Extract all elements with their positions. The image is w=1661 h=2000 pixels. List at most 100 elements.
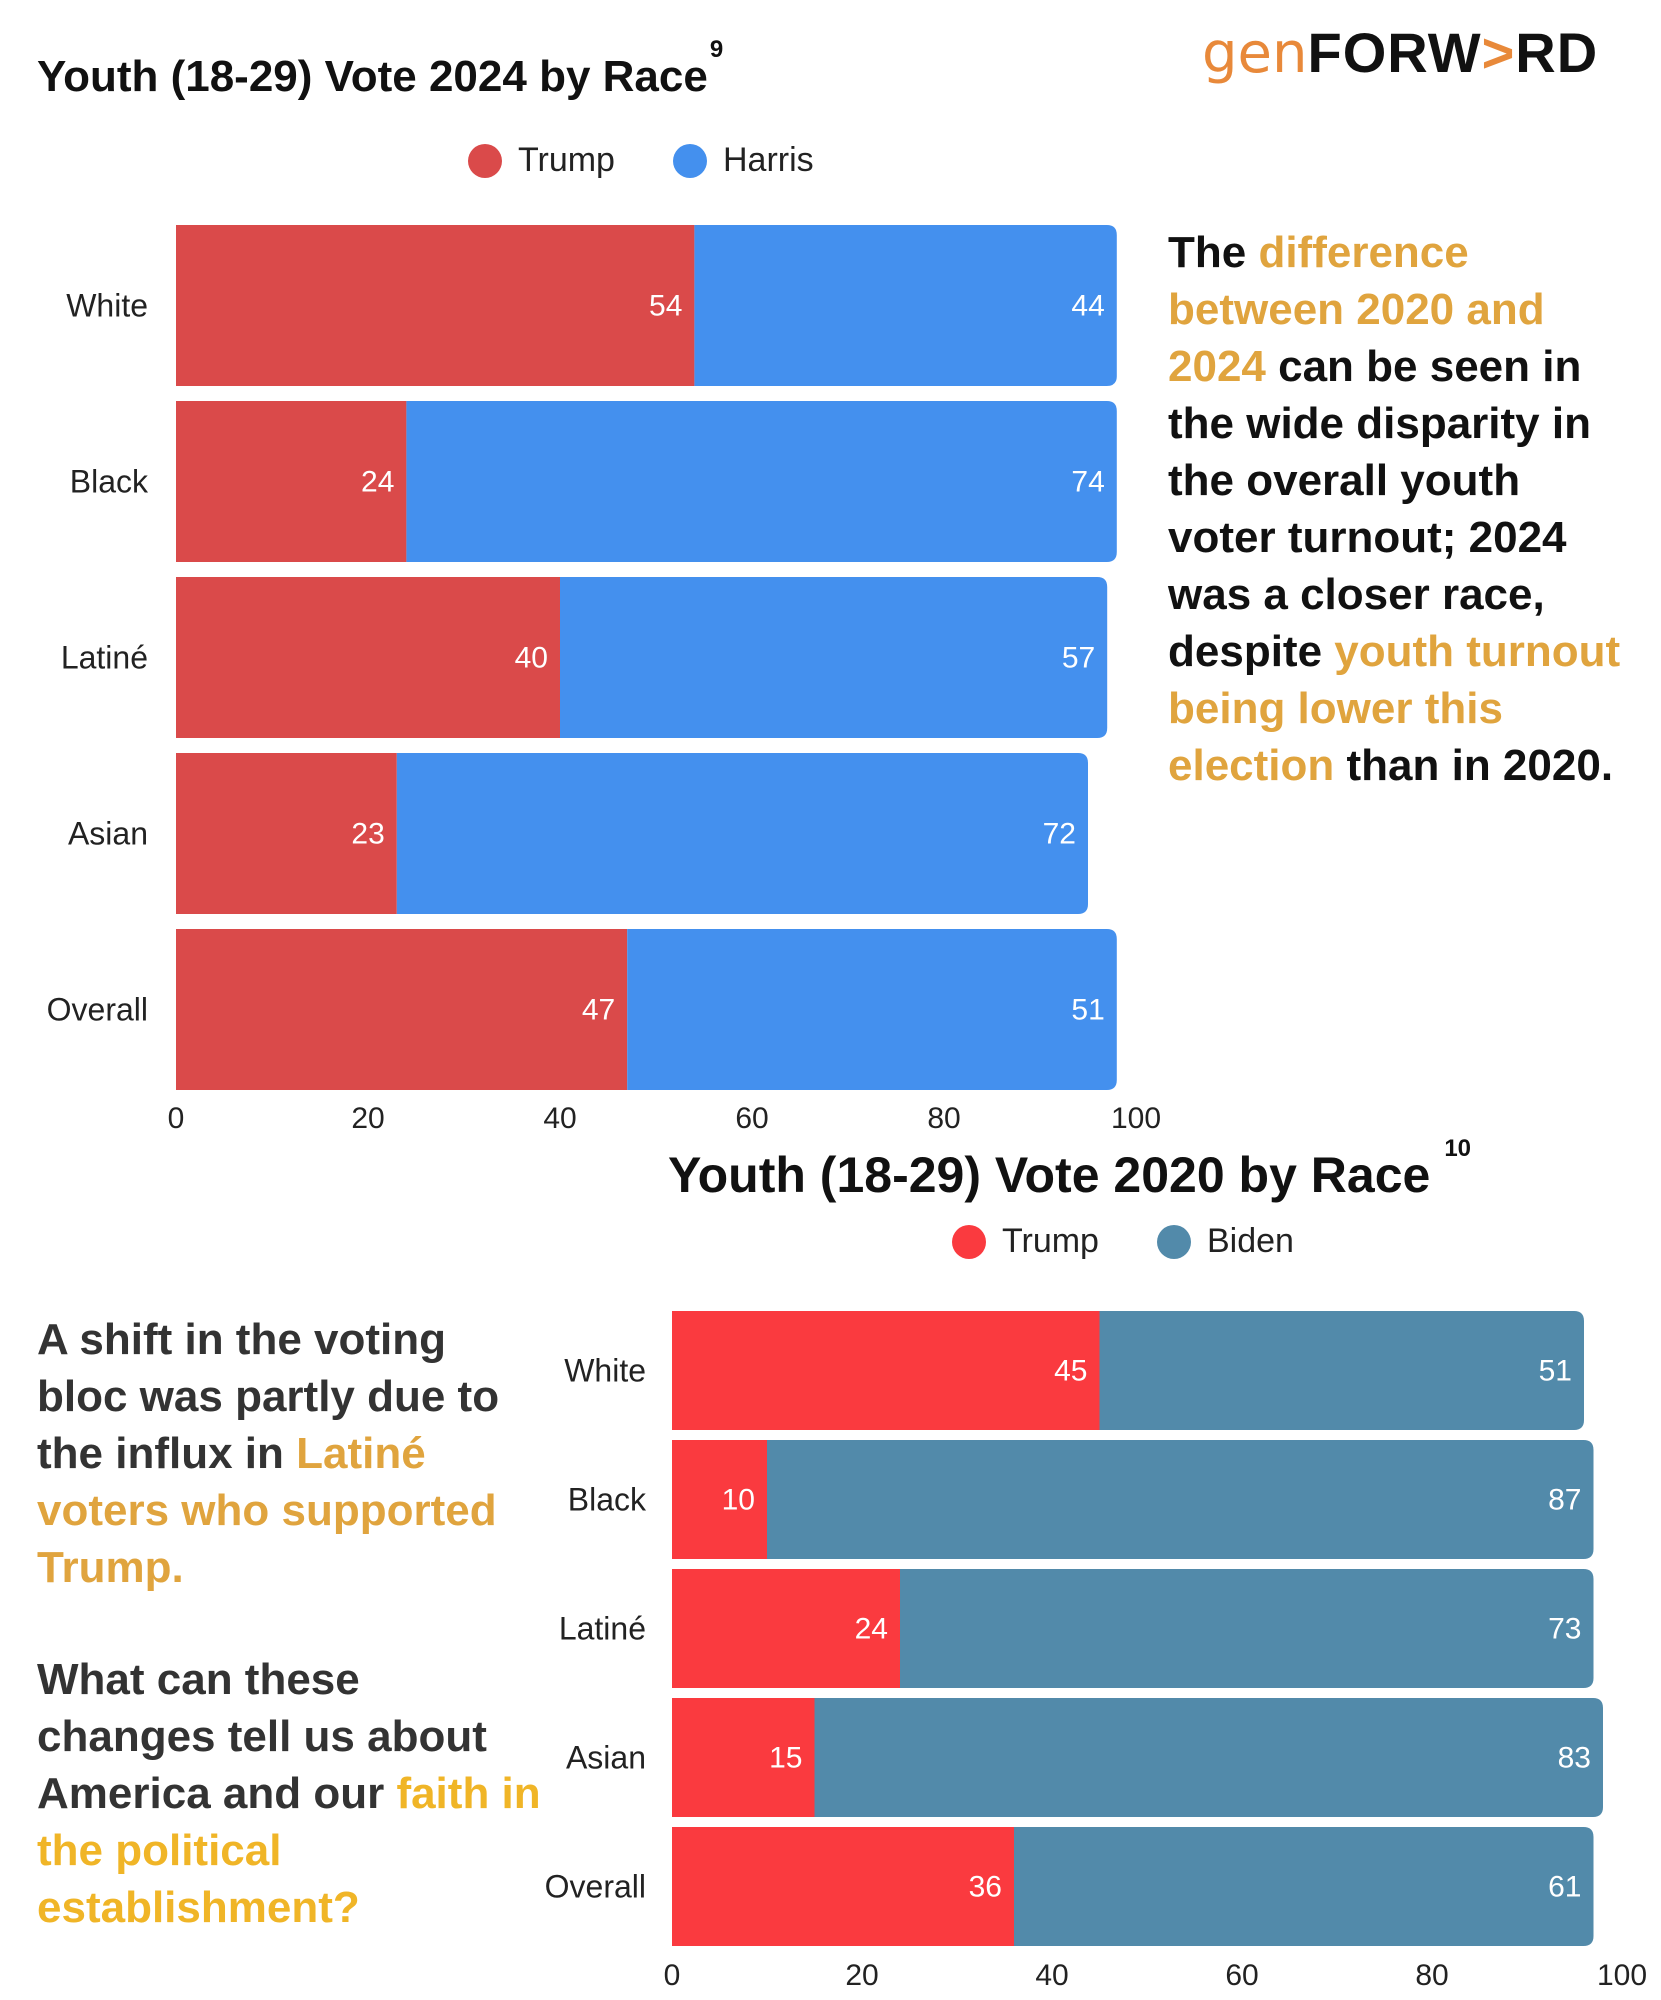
legend-item-harris: Harris: [672, 141, 814, 180]
bar-trump-white: [176, 225, 695, 386]
category-label-black: Black: [568, 1482, 647, 1518]
commentary-2020-shift-p1: A shift in the voting bloc was partly du…: [37, 1315, 500, 1478]
x-tick-60: 60: [735, 1102, 768, 1135]
legend-item-trump-2020: Trump: [952, 1222, 1099, 1261]
value-label-harris-black: 74: [1071, 466, 1104, 499]
value-label-biden-asian: 83: [1558, 1742, 1591, 1775]
logo-forward-b: RD: [1515, 21, 1599, 84]
legend-dot-biden: [1156, 1224, 1191, 1259]
x-tick-20: 20: [845, 1959, 878, 1992]
bar-trump-latine: [176, 577, 560, 738]
category-label-latine: Latiné: [61, 640, 148, 676]
bar-biden-white: [1099, 1311, 1584, 1430]
value-label-trump-black: 24: [361, 466, 394, 499]
legend-label-biden: Biden: [1206, 1222, 1294, 1260]
logo-forward-arrow: >: [1481, 21, 1516, 84]
value-label-trump-overall: 36: [969, 1871, 1002, 1904]
commentary-2024-p1: The: [1168, 228, 1259, 277]
bar-trump-overall: [176, 929, 628, 1090]
bar-trump-black: [672, 1440, 767, 1559]
category-label-white: White: [564, 1353, 646, 1389]
legend-dot-trump: [468, 143, 502, 178]
bar-trump-latine: [672, 1569, 900, 1688]
value-label-biden-overall: 61: [1548, 1871, 1581, 1904]
bar-trump-overall: [672, 1827, 1014, 1946]
value-label-trump-asian: 23: [351, 818, 384, 851]
x-tick-20: 20: [351, 1102, 384, 1135]
value-label-harris-latine: 57: [1062, 642, 1095, 675]
bar-biden-overall: [1014, 1827, 1594, 1946]
bar-biden-black: [767, 1440, 1594, 1559]
chart-2020-legend: Trump Biden: [952, 1222, 1352, 1261]
value-label-trump-asian: 15: [769, 1742, 802, 1775]
bar-trump-asian: [672, 1698, 815, 1817]
x-tick-40: 40: [1035, 1959, 1068, 1992]
legend-label-harris: Harris: [722, 141, 814, 179]
commentary-2024-highlight-1: difference between 2020 and 2024: [1168, 228, 1545, 391]
category-label-overall: Overall: [545, 1869, 646, 1905]
value-label-trump-latine: 40: [515, 642, 548, 675]
bar-harris-asian: [396, 753, 1088, 914]
bar-trump-black: [176, 401, 407, 562]
logo-forward-a: FORW: [1307, 21, 1482, 84]
chart-0-plot: White 54 44 Black 24 74 Latiné 40 57 Asian 23 72 Ove…: [47, 225, 1161, 1135]
x-tick-100: 100: [1597, 1959, 1647, 1992]
bar-harris-latine: [560, 577, 1108, 738]
x-tick-40: 40: [543, 1102, 576, 1135]
chart-1-plot: White 45 51 Black 10 87 Latiné 24 73 Asian 15 83 Ove…: [545, 1311, 1647, 1992]
category-label-white: White: [66, 288, 148, 324]
value-label-trump-overall: 47: [582, 994, 615, 1027]
bar-trump-asian: [176, 753, 397, 914]
commentary-2024: The difference between 2020 and 2024 can…: [1168, 224, 1638, 794]
value-label-harris-white: 44: [1071, 290, 1104, 323]
category-label-overall: Overall: [47, 992, 148, 1028]
bar-biden-latine: [900, 1569, 1594, 1688]
value-label-harris-overall: 51: [1071, 994, 1104, 1027]
chart-2024-title-text: Youth (18-29) Vote 2024 by Race: [37, 52, 708, 101]
value-label-trump-white: 45: [1054, 1355, 1087, 1388]
value-label-trump-black: 10: [722, 1484, 755, 1517]
commentary-question-p1: What can these changes tell us about Ame…: [37, 1655, 487, 1818]
legend-item-biden: Biden: [1156, 1222, 1294, 1261]
x-tick-100: 100: [1111, 1102, 1161, 1135]
commentary-2024-p5: than in 2020.: [1334, 741, 1614, 790]
value-label-biden-latine: 73: [1548, 1613, 1581, 1646]
chart-2024-footnote: 9: [709, 36, 724, 64]
value-label-trump-white: 54: [649, 290, 682, 323]
chart-2024-title: Youth (18-29) Vote 2024 by Race9: [37, 36, 723, 102]
legend-dot-trump-2020: [952, 1224, 986, 1259]
chart-2020-title-text: Youth (18-29) Vote 2020 by Race: [668, 1147, 1431, 1203]
bar-harris-black: [406, 401, 1117, 562]
category-label-asian: Asian: [566, 1740, 646, 1776]
x-tick-80: 80: [927, 1102, 960, 1135]
logo-gen: gen: [1202, 21, 1308, 86]
category-label-black: Black: [70, 464, 149, 500]
bar-trump-white: [672, 1311, 1100, 1430]
value-label-biden-black: 87: [1548, 1484, 1581, 1517]
bar-biden-asian: [814, 1698, 1603, 1817]
legend-item-trump: Trump: [468, 141, 615, 180]
commentary-2024-highlight-2: youth turnout being lower this election: [1168, 627, 1621, 790]
bar-harris-overall: [627, 929, 1117, 1090]
x-tick-80: 80: [1415, 1959, 1448, 1992]
legend-label-trump: Trump: [518, 141, 615, 179]
commentary-question-highlight: faith in the political establishment?: [37, 1769, 541, 1932]
legend-dot-harris: [672, 143, 707, 178]
commentary-2020-shift-highlight: Latiné voters who supported Trump.: [37, 1429, 497, 1592]
x-tick-0: 0: [168, 1102, 185, 1135]
value-label-harris-asian: 72: [1043, 818, 1076, 851]
value-label-biden-white: 51: [1539, 1355, 1572, 1388]
chart-2020-title: Youth (18-29) Vote 2020 by Race 10: [668, 1135, 1471, 1204]
chart-2020-footnote: 10: [1444, 1135, 1472, 1163]
value-label-trump-latine: 24: [855, 1613, 888, 1646]
commentary-2024-p3: can be seen in the wide disparity in the…: [1168, 342, 1591, 676]
x-tick-0: 0: [664, 1959, 681, 1992]
chart-2024-legend: Trump Harris: [468, 141, 872, 180]
legend-label-trump-2020: Trump: [1002, 1222, 1099, 1260]
commentary-question: What can these changes tell us about Ame…: [37, 1651, 547, 1936]
bar-harris-white: [694, 225, 1117, 386]
category-label-asian: Asian: [68, 816, 148, 852]
genforward-logo: genFORW>RD: [1202, 20, 1598, 86]
x-tick-60: 60: [1225, 1959, 1258, 1992]
